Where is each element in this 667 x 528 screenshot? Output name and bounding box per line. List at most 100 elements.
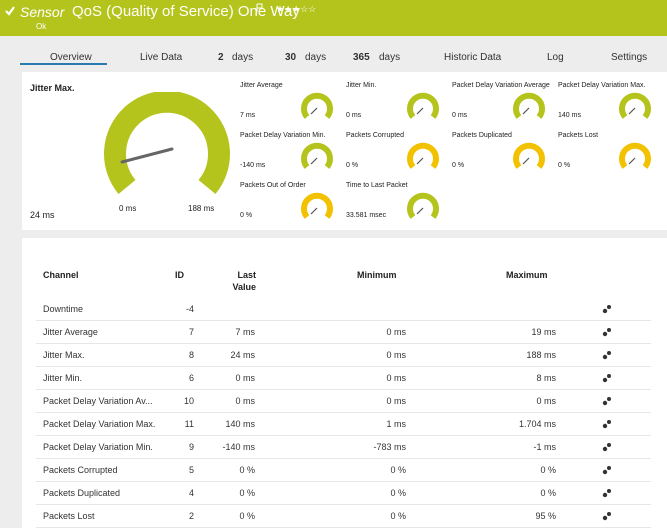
tab-unit[interactable]: days: [232, 52, 254, 63]
tab-number[interactable]: 30: [285, 52, 297, 63]
cell: 0 %: [540, 465, 556, 475]
gauge-dial: [301, 92, 333, 119]
cell: 5: [188, 465, 194, 475]
row-menu-icon[interactable]: [602, 465, 612, 475]
tab[interactable]: Overview: [50, 52, 92, 63]
row-menu-icon[interactable]: [602, 396, 612, 406]
column-header[interactable]: ID: [175, 270, 184, 280]
row-menu-icon[interactable]: [602, 419, 612, 429]
row-menu-icon[interactable]: [602, 511, 612, 521]
cell: Packet Delay Variation Max.: [43, 419, 156, 429]
row-menu-icon[interactable]: [602, 304, 612, 314]
cell: 140 ms: [225, 419, 255, 429]
row-menu-icon[interactable]: [602, 327, 612, 337]
cell: 8 ms: [536, 373, 556, 383]
sensor-label: Sensor: [20, 4, 65, 20]
cell: Jitter Average: [43, 327, 98, 337]
gauge-dial: [513, 142, 545, 169]
active-tab-underline: [20, 63, 107, 65]
cell: 4: [188, 488, 194, 498]
gauge-value: 140 ms: [558, 112, 581, 119]
cell: 0 %: [390, 488, 406, 498]
cell: Packets Duplicated: [43, 488, 121, 498]
gauge-value: 0 ms: [452, 112, 468, 119]
cell: -1 ms: [533, 442, 557, 452]
cell: 6: [188, 373, 194, 383]
column-header[interactable]: Minimum: [357, 270, 397, 280]
gauge-dial: [619, 92, 651, 119]
row-menu-icon[interactable]: [602, 442, 612, 452]
gauge-label: Packets Corrupted: [346, 132, 404, 139]
column-header[interactable]: Maximum: [506, 270, 548, 280]
gauge-dial: [301, 142, 333, 169]
tab[interactable]: Log: [547, 52, 564, 63]
gauge-label: Packet Delay Variation Max.: [558, 82, 646, 89]
cell: 19 ms: [531, 327, 556, 337]
gauge-label: Packets Duplicated: [452, 132, 512, 139]
cell: Packets Corrupted: [43, 465, 118, 475]
cell: Downtime: [43, 304, 84, 314]
cell: 7: [188, 327, 194, 337]
channel-table: Channel ID Last Value Minimum Maximum Downtim…: [22, 238, 667, 528]
cell: 0 ms: [235, 396, 255, 406]
row-menu-icon[interactable]: [602, 373, 612, 383]
gauge-label: Packets Lost: [558, 132, 599, 139]
main-gauge-label: Jitter Max.: [30, 83, 75, 93]
row-separator: [36, 412, 651, 413]
row-menu-icon[interactable]: [602, 350, 612, 360]
cell: 188 ms: [526, 350, 556, 360]
gauge-label: Packet Delay Variation Average: [452, 82, 550, 89]
svg-text:★★★☆☆: ★★★☆☆: [276, 4, 316, 14]
cell: 0 ms: [386, 396, 406, 406]
cell: 0 %: [239, 488, 255, 498]
gauge-dial: [619, 142, 651, 169]
cell: 0 ms: [235, 373, 255, 383]
gauge-label: Jitter Average: [240, 82, 283, 89]
gauge-value: -140 ms: [240, 162, 266, 169]
tab-number[interactable]: 2: [218, 52, 224, 63]
header: Sensor QoS (Quality of Service) One Way …: [0, 0, 667, 36]
row-separator: [36, 504, 651, 505]
row-separator: [36, 458, 651, 459]
cell: 0 %: [540, 488, 556, 498]
cell: 0 %: [390, 511, 406, 521]
cell: 11: [184, 419, 194, 429]
tab[interactable]: Historic Data: [444, 52, 502, 63]
cell: Packets Lost: [43, 511, 95, 521]
gauge-value: 0 %: [240, 212, 253, 219]
sensor-title: QoS (Quality of Service) One Way: [72, 3, 300, 20]
column-header[interactable]: Channel: [43, 270, 79, 280]
cell: 0 %: [390, 465, 406, 475]
status: Ok: [36, 22, 47, 31]
tab[interactable]: Live Data: [140, 52, 183, 63]
row-menu-icon[interactable]: [602, 488, 612, 498]
cell: 0 ms: [536, 396, 556, 406]
tab-unit[interactable]: days: [305, 52, 327, 63]
row-separator: [36, 435, 651, 436]
cell: 0 ms: [386, 350, 406, 360]
gauge-dial: [407, 92, 439, 119]
gauge-dial: [513, 92, 545, 119]
cell: Packet Delay Variation Av...: [43, 396, 153, 406]
gauge-dial: [407, 192, 439, 219]
row-separator: [36, 366, 651, 367]
cell: -4: [185, 304, 194, 314]
tab-unit[interactable]: days: [379, 52, 401, 63]
cell: 1 ms: [386, 419, 406, 429]
cell: 24 ms: [230, 350, 255, 360]
cell: Jitter Max.: [43, 350, 85, 360]
tab-number[interactable]: 365: [353, 52, 370, 63]
tab[interactable]: Settings: [611, 52, 648, 63]
gauge-value: 33.581 msec: [346, 212, 387, 219]
gauge-value: 0 %: [346, 162, 359, 169]
cell: 2: [188, 511, 194, 521]
gauge-label: Packet Delay Variation Min.: [240, 132, 326, 139]
column-header[interactable]: Last Value: [232, 270, 256, 292]
main-gauge: [104, 92, 230, 195]
cell: 0 ms: [386, 327, 406, 337]
row-separator: [36, 343, 651, 344]
gauge-value: 0 ms: [346, 112, 362, 119]
flag-stars: ★★★☆☆: [256, 3, 316, 14]
gauge-label: Time to Last Packet: [346, 182, 408, 189]
cell: Packet Delay Variation Min.: [43, 442, 153, 452]
